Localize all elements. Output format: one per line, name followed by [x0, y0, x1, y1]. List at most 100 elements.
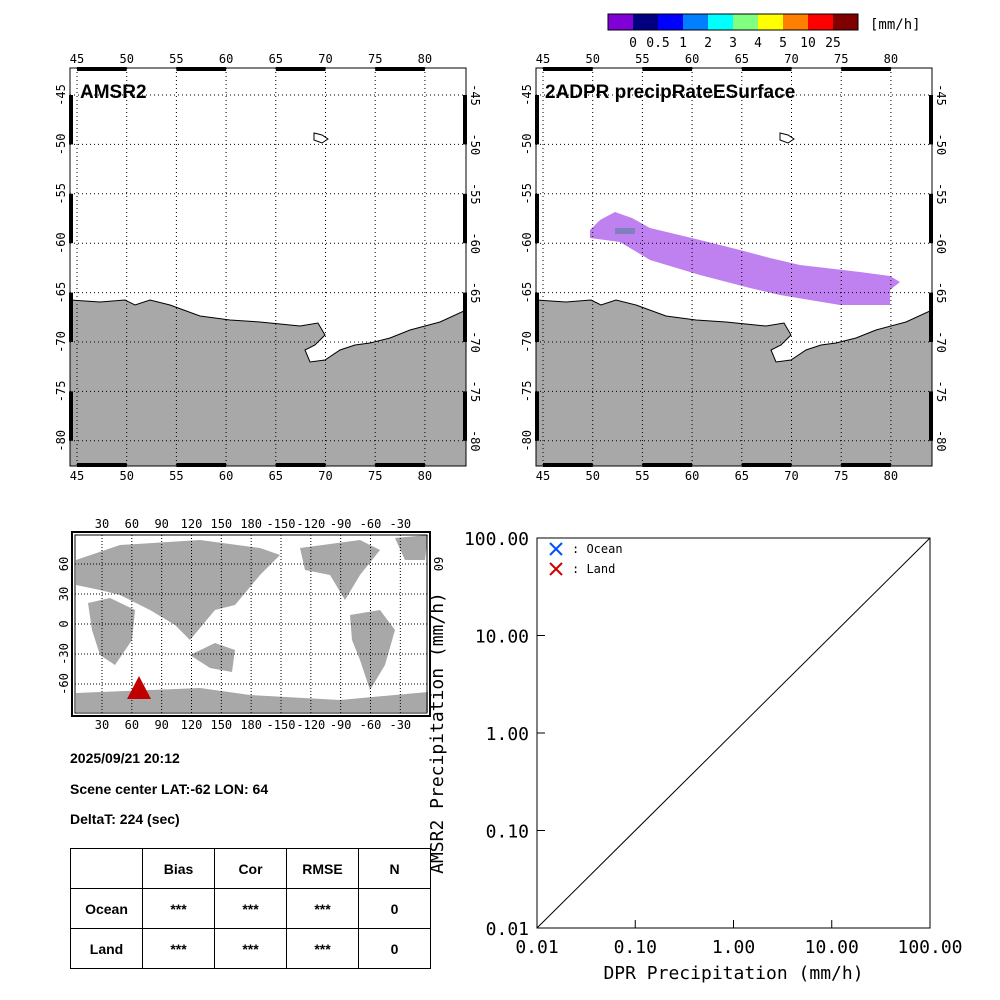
left-map-lat-tick-left: -45	[54, 84, 68, 106]
left-map-lon-tick-top: 75	[368, 52, 382, 66]
right-map-lon-tick-bottom: 75	[834, 469, 848, 483]
left-map-lon-tick-bottom: 55	[169, 469, 183, 483]
delta-t: DeltaT: 224 (sec)	[70, 811, 180, 827]
world-map-lon-tick-top: -120	[296, 517, 325, 531]
left-map-frame-bar	[375, 67, 425, 71]
right-map-lon-tick-top: 45	[536, 52, 550, 66]
right-map-lat-tick-right: -80	[934, 430, 948, 452]
left-map-frame-bar	[463, 391, 467, 441]
world-map-lat-tick-left: 0	[57, 620, 71, 627]
left-map-lon-tick-bottom: 45	[70, 469, 84, 483]
world-map-landmass	[395, 535, 428, 560]
left-map-frame-bar	[77, 67, 127, 71]
right-map-frame-bar	[741, 67, 792, 71]
table-row: Land *** *** *** 0	[70, 928, 431, 969]
header-cell: Bias	[142, 848, 215, 889]
left-map-lon-tick-top: 45	[70, 52, 84, 66]
right-map-frame-bar	[642, 463, 693, 467]
world-map-lon-tick-bottom: -90	[330, 718, 352, 732]
left-map-lat-tick-right: -55	[468, 183, 482, 205]
left-map-lon-tick-top: 70	[318, 52, 332, 66]
left-map-land	[69, 299, 467, 467]
colorbar-unit: [mm/h]	[870, 17, 921, 33]
colorbar-swatch	[708, 14, 733, 30]
right-map-lon-tick-top: 80	[884, 52, 898, 66]
right-map-lat-tick-left: -50	[520, 134, 534, 156]
right-map-lat-tick-left: -70	[520, 331, 534, 353]
left-map-frame-bar	[69, 95, 73, 145]
left-map-frame-bar	[77, 463, 127, 467]
right-map-lat-tick-right: -75	[934, 381, 948, 403]
colorbar-label: 5	[779, 36, 787, 51]
left-map-frame-bar	[275, 67, 326, 71]
left-map-lat-tick-left: -70	[54, 331, 68, 353]
scatter-legend-x-marker-icon	[549, 542, 563, 556]
right-map-lat-tick-right: -55	[934, 183, 948, 205]
right-map-lon-tick-top: 50	[585, 52, 599, 66]
colorbar-swatch	[633, 14, 658, 30]
scatter-y-tick-label: 1.00	[486, 724, 529, 745]
world-map-landmass	[190, 643, 235, 672]
colorbar-label: 2	[704, 36, 712, 51]
world-map-lon-tick-bottom: 30	[95, 718, 109, 732]
scatter-y-tick-label: 100.00	[464, 529, 529, 550]
right-map-frame	[535, 67, 933, 467]
world-map-lon-tick-bottom: 150	[210, 718, 232, 732]
left-map-frame-bar	[69, 391, 73, 441]
right-map-land	[535, 299, 933, 467]
world-map-landmass	[88, 598, 135, 665]
cell: ***	[142, 888, 215, 929]
scatter-y-tick-label: 0.10	[486, 822, 529, 843]
scatter-y-axis-label: AMSR2 Precipitation (mm/h)	[427, 592, 448, 874]
left-map-lat-tick-left: -60	[54, 232, 68, 254]
right-map-lat-tick-left: -60	[520, 232, 534, 254]
left-map-lon-tick-top: 65	[269, 52, 283, 66]
right-map-lon-tick-bottom: 60	[685, 469, 699, 483]
right-map-lat-tick-right: -50	[934, 134, 948, 156]
world-map-lon-tick-top: -150	[267, 517, 296, 531]
colorbar-swatch	[758, 14, 783, 30]
right-map-lon-tick-bottom: 45	[536, 469, 550, 483]
world-map-scene-marker-triangle	[127, 676, 151, 699]
header-cell: RMSE	[286, 848, 359, 889]
left-map-frame-bar	[375, 463, 425, 467]
left-map-lon-tick-bottom: 70	[318, 469, 332, 483]
right-map-precip-core	[615, 228, 635, 234]
left-map-lat-tick-right: -80	[468, 430, 482, 452]
world-map-lon-tick-top: 180	[240, 517, 262, 531]
world-map-lon-tick-bottom: -60	[360, 718, 382, 732]
right-map-lon-tick-bottom: 65	[735, 469, 749, 483]
left-map-lat-tick-right: -45	[468, 84, 482, 106]
world-map-lon-tick-bottom: 120	[181, 718, 203, 732]
colorbar-label: 3	[729, 36, 737, 51]
world-map-lon-tick-top: 150	[210, 517, 232, 531]
right-map-lat-tick-right: -60	[934, 232, 948, 254]
colorbar-swatch	[608, 14, 633, 30]
colorbar-swatch	[733, 14, 758, 30]
colorbar-label: 25	[825, 36, 841, 51]
right-map-frame-bar	[841, 67, 891, 71]
scatter-x-tick-label: 0.01	[515, 937, 558, 958]
scatter-legend-label: : Ocean	[572, 542, 623, 556]
left-map-lon-tick-bottom: 65	[269, 469, 283, 483]
world-map-lon-tick-top: -60	[360, 517, 382, 531]
left-map-lat-tick-right: -50	[468, 134, 482, 156]
scatter-y-tick-label: 10.00	[475, 627, 529, 648]
right-map-frame-bar	[741, 463, 792, 467]
right-map-frame-bar	[543, 463, 593, 467]
right-map-lon-tick-top: 70	[784, 52, 798, 66]
left-map-lon-tick-bottom: 75	[368, 469, 382, 483]
world-map-lon-tick-bottom: -150	[267, 718, 296, 732]
left-map-lat-tick-right: -75	[468, 381, 482, 403]
right-map-frame-bar	[929, 391, 933, 441]
left-map-lon-tick-bottom: 80	[418, 469, 432, 483]
right-map-frame-bar	[535, 292, 539, 342]
world-map-lon-tick-top: 60	[125, 517, 139, 531]
stats-table: Bias Cor RMSE N Ocean *** *** *** 0 Land…	[70, 848, 431, 969]
colorbar-swatch	[833, 14, 858, 30]
scatter-one-to-one-line	[536, 537, 931, 929]
left-map-lon-tick-top: 55	[169, 52, 183, 66]
world-map-landmass	[76, 540, 280, 640]
scatter-x-tick-label: 0.10	[614, 937, 657, 958]
